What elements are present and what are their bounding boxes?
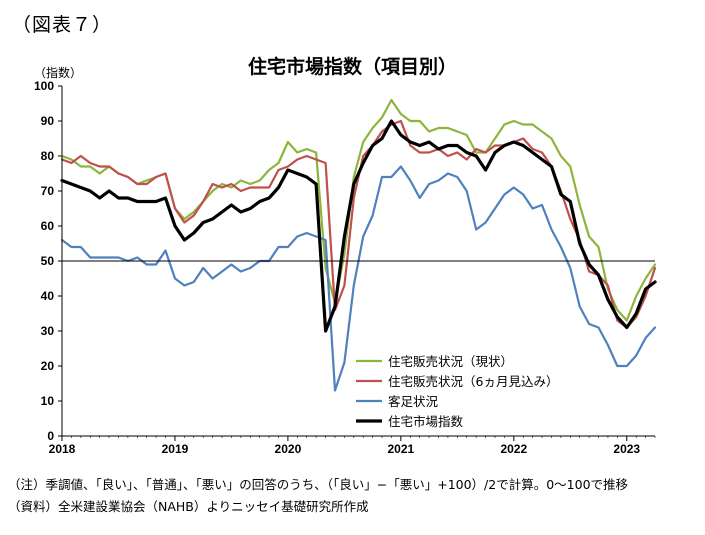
- y-tick-label: 80: [41, 149, 55, 163]
- y-tick-label: 70: [41, 184, 55, 198]
- legend-label: 住宅販売状況（6ヵ月見込み）: [388, 374, 558, 389]
- legend-label: 住宅販売状況（現状）: [388, 354, 513, 369]
- series-line-0: [60, 98, 657, 322]
- series-line-3: [60, 119, 657, 333]
- y-tick-label: 40: [41, 289, 55, 303]
- figure-label: （図表７）: [12, 14, 113, 36]
- legend-label: 客足状況: [388, 394, 439, 409]
- x-axis-ticks: 2018 2019 2020 2021 2022 2023: [49, 436, 656, 456]
- footnote-note: （注）季調値、「良い」、「普通」、「悪い」の回答のうち、（「良い」−「悪い」+1…: [8, 477, 629, 492]
- x-tick-label: 2023: [613, 442, 640, 456]
- x-tick-label: 2019: [162, 442, 189, 456]
- y-tick-label: 0: [47, 429, 54, 443]
- y-tick-label: 30: [41, 324, 55, 338]
- y-axis-ticks: 0 10 20 30 40 50 60 70 80 90 100: [34, 79, 62, 443]
- x-tick-label: 2022: [500, 442, 527, 456]
- x-tick-label: 2021: [388, 442, 415, 456]
- y-axis-unit-label: （指数）: [34, 66, 83, 80]
- series-lines: [60, 98, 657, 392]
- y-tick-label: 90: [41, 114, 55, 128]
- y-tick-label: 100: [34, 79, 54, 93]
- x-tick-label: 2020: [275, 442, 302, 456]
- y-tick-label: 50: [41, 254, 55, 268]
- y-tick-label: 10: [41, 394, 55, 408]
- y-tick-label: 60: [41, 219, 55, 233]
- footnote-source: （資料）全米建設業協会（NAHB）よりニッセイ基礎研究所作成: [8, 499, 369, 514]
- series-line-1: [60, 119, 657, 329]
- y-tick-label: 20: [41, 359, 55, 373]
- chart-title: 住宅市場指数（項目別）: [247, 56, 457, 78]
- x-tick-label: 2018: [49, 442, 76, 456]
- legend-label: 住宅市場指数: [388, 414, 464, 429]
